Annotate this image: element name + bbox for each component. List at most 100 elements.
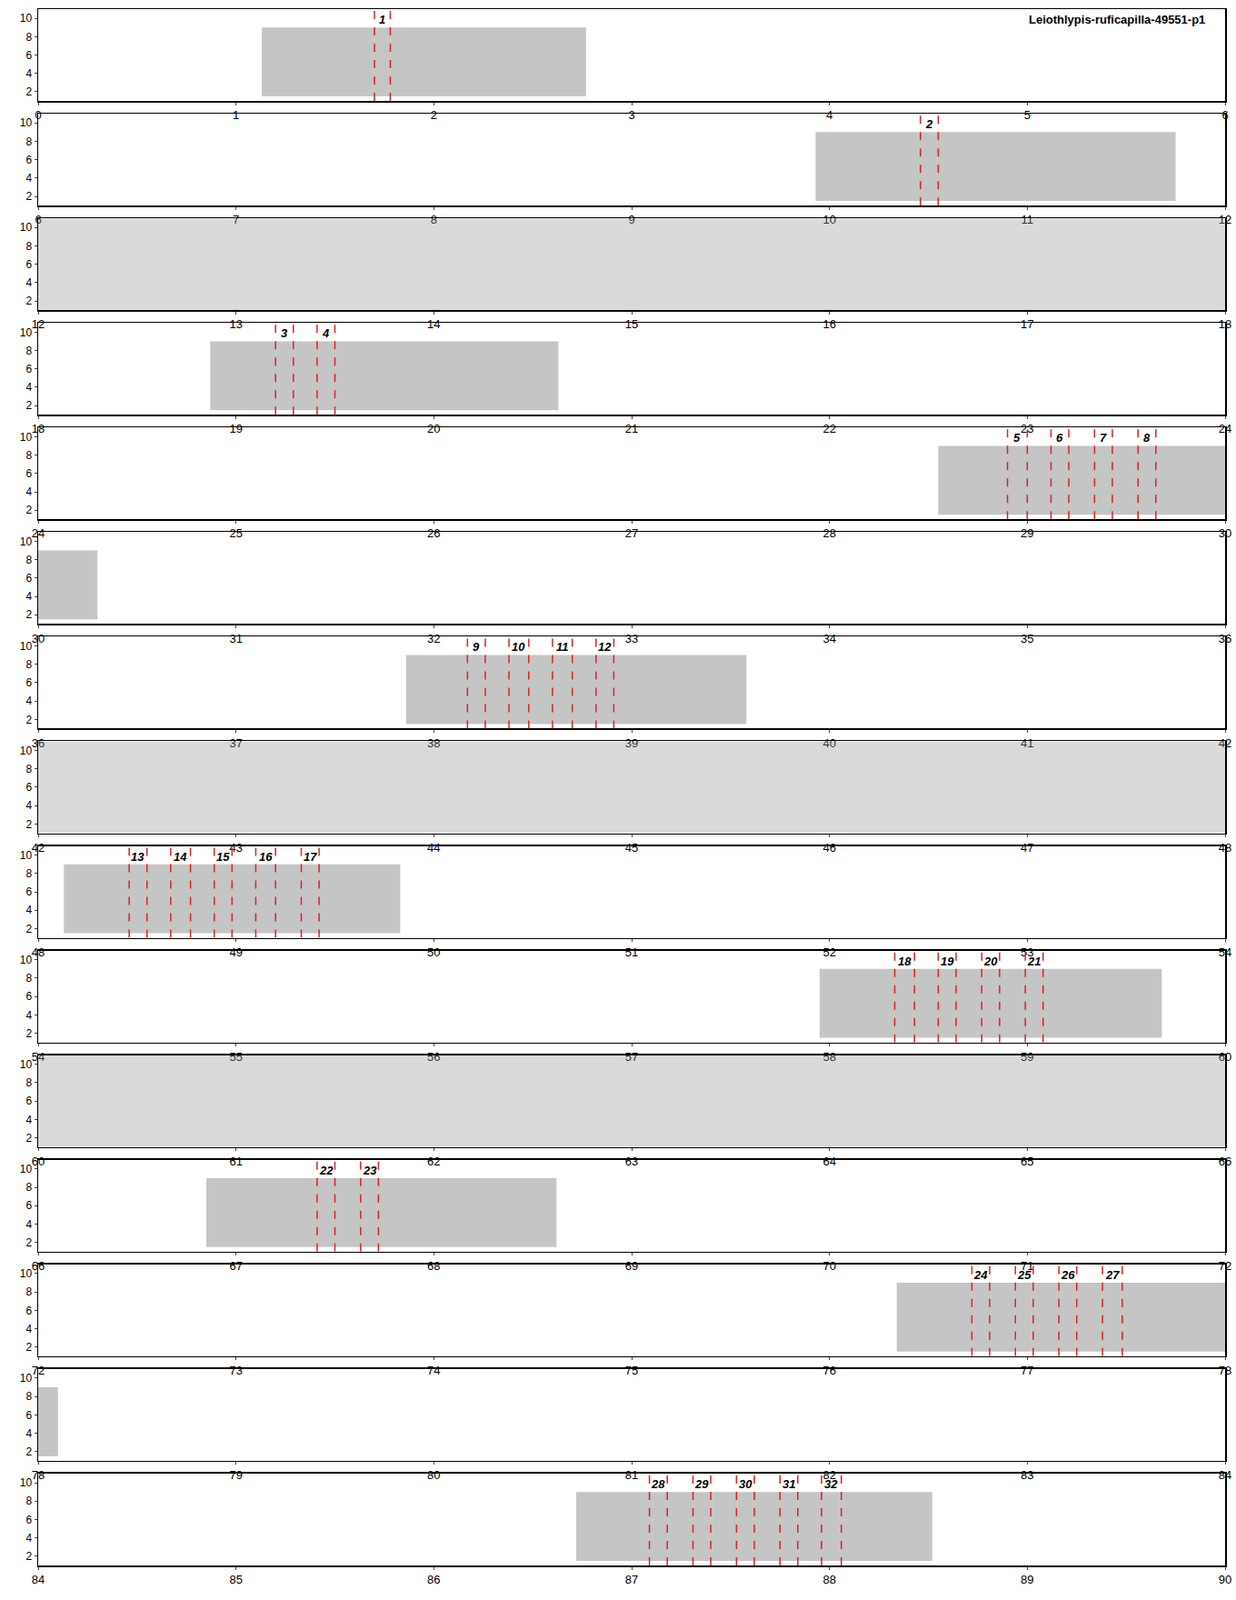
- svg-text:20: 20: [427, 421, 440, 436]
- svg-text:8: 8: [25, 344, 32, 358]
- svg-text:6: 6: [25, 1408, 32, 1422]
- svg-text:10: 10: [19, 535, 33, 549]
- svg-text:73: 73: [229, 1363, 242, 1377]
- svg-text:53: 53: [1020, 945, 1034, 959]
- svg-text:66: 66: [31, 1258, 45, 1273]
- svg-text:2: 2: [25, 608, 32, 621]
- svg-text:48: 48: [31, 945, 45, 959]
- svg-text:12: 12: [1218, 212, 1232, 227]
- svg-text:2: 2: [25, 1445, 32, 1458]
- svg-text:70: 70: [822, 1258, 836, 1273]
- svg-text:58: 58: [822, 1049, 836, 1064]
- svg-text:8: 8: [430, 212, 438, 227]
- svg-text:65: 65: [1020, 1154, 1034, 1168]
- svg-text:71: 71: [1020, 1258, 1034, 1273]
- svg-text:51: 51: [625, 945, 638, 959]
- svg-text:72: 72: [31, 1363, 45, 1377]
- svg-text:4: 4: [25, 798, 32, 812]
- svg-text:15: 15: [216, 849, 230, 864]
- svg-text:12: 12: [598, 639, 612, 654]
- svg-text:83: 83: [1020, 1467, 1034, 1482]
- svg-text:7: 7: [232, 212, 240, 227]
- svg-text:8: 8: [25, 657, 32, 671]
- svg-text:2: 2: [25, 1340, 32, 1354]
- svg-text:47: 47: [1020, 840, 1034, 855]
- svg-text:4: 4: [25, 694, 32, 708]
- svg-text:55: 55: [229, 1049, 242, 1064]
- svg-text:66: 66: [1218, 1154, 1232, 1168]
- svg-text:82: 82: [822, 1467, 836, 1482]
- svg-text:31: 31: [782, 1476, 796, 1491]
- svg-text:8: 8: [25, 971, 32, 985]
- svg-text:8: 8: [25, 867, 32, 880]
- svg-text:84: 84: [1218, 1467, 1232, 1482]
- svg-text:41: 41: [1020, 736, 1034, 750]
- svg-text:16: 16: [259, 849, 273, 864]
- svg-text:56: 56: [427, 1049, 440, 1064]
- svg-text:61: 61: [229, 1154, 242, 1168]
- svg-text:25: 25: [229, 526, 242, 540]
- svg-text:60: 60: [1218, 1049, 1232, 1064]
- svg-text:59: 59: [1020, 1049, 1034, 1064]
- svg-text:9: 9: [472, 639, 480, 654]
- svg-text:17: 17: [1020, 317, 1034, 331]
- svg-text:10: 10: [19, 744, 33, 758]
- svg-text:64: 64: [822, 1154, 836, 1168]
- svg-text:6: 6: [25, 571, 32, 585]
- svg-text:10: 10: [822, 212, 836, 227]
- svg-text:85: 85: [229, 1572, 242, 1586]
- svg-text:6: 6: [34, 212, 41, 227]
- svg-text:24: 24: [973, 1267, 988, 1282]
- svg-text:26: 26: [427, 526, 440, 540]
- svg-text:72: 72: [1218, 1258, 1232, 1273]
- svg-text:89: 89: [1020, 1572, 1034, 1586]
- svg-text:18: 18: [31, 421, 45, 436]
- svg-text:17: 17: [303, 849, 318, 864]
- svg-text:77: 77: [1020, 1363, 1034, 1377]
- svg-text:29: 29: [694, 1476, 709, 1491]
- svg-text:2: 2: [25, 1131, 32, 1145]
- svg-text:25: 25: [1016, 1267, 1032, 1282]
- svg-text:8: 8: [25, 553, 32, 567]
- svg-text:11: 11: [556, 639, 569, 654]
- svg-text:10: 10: [19, 220, 33, 234]
- svg-text:44: 44: [427, 840, 440, 855]
- svg-text:32: 32: [427, 631, 440, 646]
- svg-text:57: 57: [625, 1049, 638, 1064]
- svg-text:10: 10: [19, 326, 33, 339]
- svg-text:87: 87: [625, 1572, 638, 1586]
- svg-text:6: 6: [25, 1094, 32, 1107]
- svg-text:36: 36: [31, 736, 45, 750]
- svg-text:67: 67: [229, 1258, 242, 1273]
- svg-text:4: 4: [25, 485, 32, 499]
- svg-text:31: 31: [229, 631, 242, 646]
- svg-text:10: 10: [19, 11, 33, 25]
- svg-text:6: 6: [25, 258, 32, 271]
- svg-text:13: 13: [130, 849, 145, 864]
- svg-text:4: 4: [25, 903, 32, 917]
- svg-text:1: 1: [378, 12, 386, 27]
- svg-text:4: 4: [25, 276, 32, 290]
- svg-text:7: 7: [1099, 430, 1107, 445]
- svg-text:10: 10: [19, 116, 33, 130]
- svg-text:32: 32: [824, 1476, 838, 1491]
- svg-text:78: 78: [31, 1467, 45, 1482]
- svg-text:49: 49: [229, 945, 242, 959]
- svg-text:12: 12: [31, 317, 45, 331]
- svg-text:2: 2: [25, 503, 32, 517]
- svg-text:35: 35: [1020, 631, 1034, 646]
- svg-text:4: 4: [25, 380, 32, 394]
- svg-text:27: 27: [625, 526, 638, 540]
- svg-text:8: 8: [25, 135, 32, 149]
- svg-text:14: 14: [427, 317, 440, 331]
- svg-text:48: 48: [1218, 840, 1232, 855]
- svg-text:30: 30: [738, 1476, 753, 1491]
- svg-text:54: 54: [1218, 945, 1232, 959]
- svg-text:24: 24: [31, 526, 45, 540]
- svg-text:2: 2: [25, 1549, 32, 1563]
- svg-text:78: 78: [1218, 1363, 1232, 1377]
- svg-text:81: 81: [625, 1467, 638, 1482]
- svg-text:39: 39: [625, 736, 638, 750]
- svg-text:10: 10: [19, 1371, 33, 1385]
- svg-text:42: 42: [31, 840, 45, 855]
